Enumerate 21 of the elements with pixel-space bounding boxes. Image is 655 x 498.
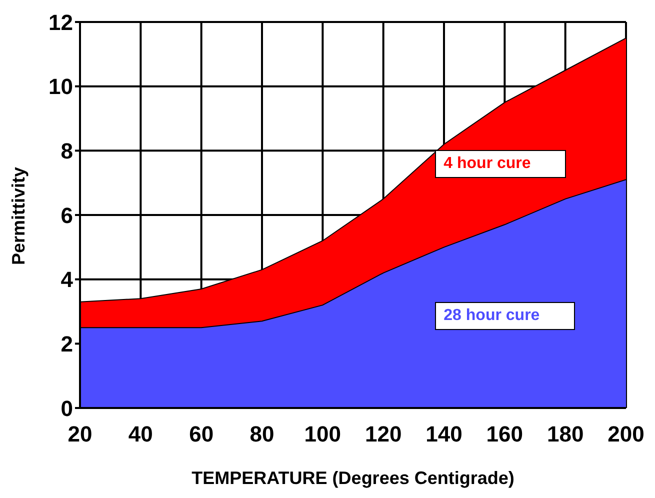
series-label: 28 hour cure (434, 302, 575, 330)
x-axis-title: TEMPERATURE (Degrees Centigrade) (192, 468, 514, 488)
x-tick-label: 120 (364, 422, 402, 447)
x-tick-label: 80 (250, 422, 274, 447)
y-tick-label: 2 (60, 331, 73, 356)
x-tick-label: 200 (608, 422, 644, 447)
y-tick-label: 10 (48, 74, 73, 100)
x-tick-label: 140 (426, 422, 462, 447)
x-tick-label: 60 (189, 422, 214, 447)
y-tick-label: 4 (60, 267, 74, 292)
y-tick-label: 0 (60, 396, 73, 421)
y-axis-title: Permittivity (8, 166, 28, 265)
x-tick-label: 20 (68, 422, 92, 447)
y-tick-label: 8 (60, 138, 73, 164)
series-label: 4 hour cure (434, 150, 566, 178)
x-tick-label: 100 (304, 422, 342, 447)
y-tick-label: 12 (48, 10, 73, 35)
x-tick-label: 40 (128, 422, 153, 447)
y-tick-label: 6 (60, 202, 73, 228)
x-tick-label: 160 (486, 422, 524, 447)
x-tick-label: 180 (546, 422, 584, 447)
